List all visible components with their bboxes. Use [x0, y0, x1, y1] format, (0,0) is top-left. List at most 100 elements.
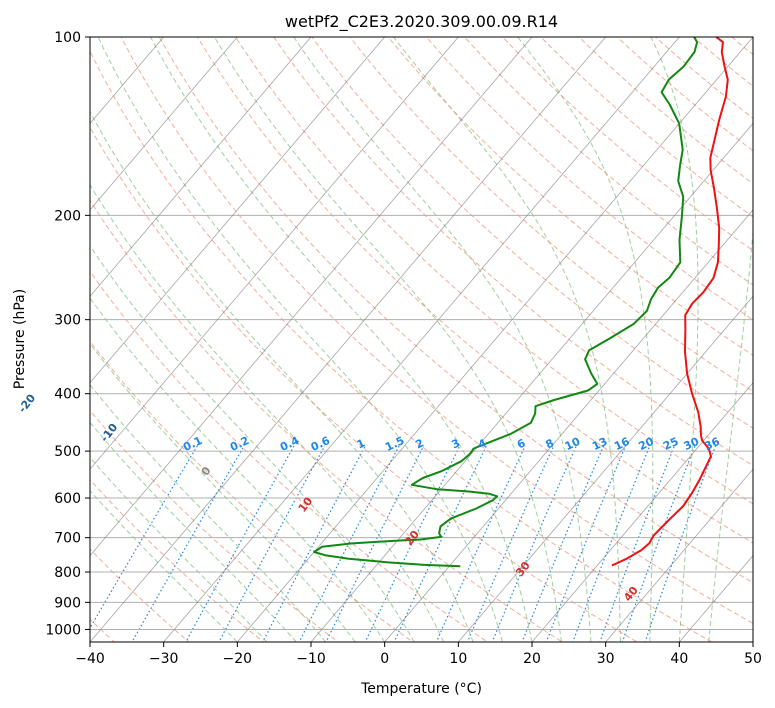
- isotherm-line: [90, 37, 533, 557]
- x-axis-label: Temperature (°C): [360, 681, 482, 697]
- moist-adiabat-lines: [90, 37, 753, 642]
- mixing-ratio-line: [262, 445, 366, 642]
- dry-adiabat-line: [311, 37, 753, 429]
- x-axis: −40 −30 −20 −10 0 10 20 30 40 50: [75, 642, 762, 667]
- isotherm-line: [90, 37, 459, 470]
- dry-adiabat-line: [158, 37, 753, 584]
- mixing-ratio-line: [90, 445, 198, 630]
- mixing-ratio-label: 30: [682, 435, 702, 453]
- mixing-ratio-line: [393, 445, 487, 642]
- dry-adiabat-line: [90, 50, 713, 642]
- dry-adiabat-line: [463, 37, 753, 286]
- dry-adiabat-line: [502, 37, 753, 252]
- mixing-ratio-line: [131, 445, 245, 642]
- moist-adiabat-line: [90, 489, 238, 642]
- moist-adiabat-line: [517, 37, 654, 642]
- moist-adiabat-line: [90, 384, 327, 642]
- y-tick-label: 100: [54, 30, 81, 46]
- dry-adiabat-line: [540, 37, 753, 218]
- x-tick-label: −20: [223, 651, 253, 667]
- mixing-ratio-line: [298, 445, 400, 642]
- isotherm-line: [90, 37, 607, 642]
- mixing-ratio-line: [218, 445, 326, 642]
- moist-adiabat-line: [90, 110, 474, 642]
- grid-lines: [90, 37, 753, 630]
- isotherm-line: [90, 37, 386, 384]
- moist-adiabat-line: [97, 37, 503, 642]
- mixing-ratio-line: [466, 445, 555, 642]
- dry-adiabat-line: [758, 27, 775, 654]
- dry-adiabat-line: [387, 37, 753, 356]
- y-tick-label: 600: [54, 491, 81, 507]
- moist-adiabat-line: [293, 37, 592, 642]
- moist-adiabat-line: [213, 37, 562, 642]
- moist-adiabat-line: [393, 37, 621, 642]
- dry-adiabat-line: [578, 37, 753, 185]
- isotherm-line: [90, 37, 238, 211]
- mixing-ratio-label: 10: [563, 435, 583, 453]
- x-tick-label: 40: [670, 651, 688, 667]
- dry-adiabat-line: [90, 270, 489, 642]
- dry-adiabat-line: [273, 37, 753, 467]
- moist-adiabat-line: [90, 297, 386, 642]
- mixing-ratio-label: 2: [413, 436, 425, 451]
- mixing-ratio-label: 25: [661, 435, 680, 453]
- dry-adiabat-label: 20: [402, 528, 422, 548]
- isotherm-line: [457, 295, 753, 642]
- isotherm-lines: [90, 37, 753, 642]
- dry-adiabat-line: [90, 478, 265, 642]
- moist-adiabat-line: [90, 342, 356, 642]
- mixing-ratio-line: [521, 445, 605, 642]
- x-tick-label: −40: [75, 651, 105, 667]
- dry-adiabat-line: [425, 37, 753, 321]
- dry-adiabat-line: [692, 37, 753, 87]
- y-tick-label: 1000: [45, 622, 81, 638]
- y-tick-label: 400: [54, 387, 81, 403]
- line-labels: 0.10.20.40.611.52346810131620253036-100-…: [16, 391, 722, 604]
- dry-adiabat-label: 10: [296, 494, 316, 514]
- moist-adiabat-line: [90, 244, 415, 642]
- y-tick-label: 500: [54, 444, 81, 460]
- moist-adiabat-line: [150, 37, 533, 642]
- mixing-ratio-line: [621, 445, 696, 642]
- dry-adiabat-label: -20: [16, 391, 39, 415]
- x-tick-label: 20: [523, 651, 541, 667]
- moist-adiabat-line: [650, 37, 699, 642]
- y-axis-label: Pressure (hPa): [12, 289, 28, 389]
- dry-adiabat-line: [90, 409, 340, 642]
- x-tick-label: 50: [744, 651, 762, 667]
- mixing-ratio-line: [491, 445, 577, 642]
- mixing-ratio-label: 13: [590, 435, 609, 453]
- dry-adiabat-line: [349, 37, 753, 392]
- dry-adiabat-label: -10: [98, 421, 121, 445]
- y-tick-label: 700: [54, 531, 81, 547]
- dry-adiabat-line: [654, 37, 753, 119]
- isotherm-line: [163, 37, 680, 642]
- mixing-ratio-line: [599, 445, 675, 642]
- isotherm-line: [752, 641, 753, 642]
- y-tick-label: 300: [54, 313, 81, 329]
- x-tick-label: −10: [296, 651, 326, 667]
- dry-adiabat-line: [90, 126, 639, 642]
- mixing-ratio-line: [325, 445, 425, 642]
- mixing-ratio-line: [545, 445, 627, 642]
- dry-adiabat-line: [196, 37, 753, 544]
- y-tick-label: 200: [54, 208, 81, 224]
- dry-adiabat-line: [90, 199, 564, 642]
- isotherm-line: [236, 37, 753, 642]
- dry-adiabat-line: [235, 37, 753, 505]
- dry-adiabat-line: [90, 340, 414, 642]
- temperature-line: [611, 37, 729, 567]
- isotherm-line: [310, 122, 753, 642]
- x-tick-label: −30: [149, 651, 179, 667]
- x-tick-label: 10: [449, 651, 467, 667]
- mixing-ratio-line: [435, 445, 526, 642]
- y-tick-label: 800: [54, 565, 81, 581]
- chart-title: wetPf2_C2E3.2020.309.00.09.R14: [285, 12, 558, 32]
- mixing-ratio-label: 3: [450, 436, 462, 451]
- dry-adiabat-line: [90, 548, 190, 642]
- moist-adiabat-line: [90, 456, 268, 642]
- moist-adiabat-line: [90, 421, 297, 642]
- dry-adiabat-line: [120, 37, 753, 625]
